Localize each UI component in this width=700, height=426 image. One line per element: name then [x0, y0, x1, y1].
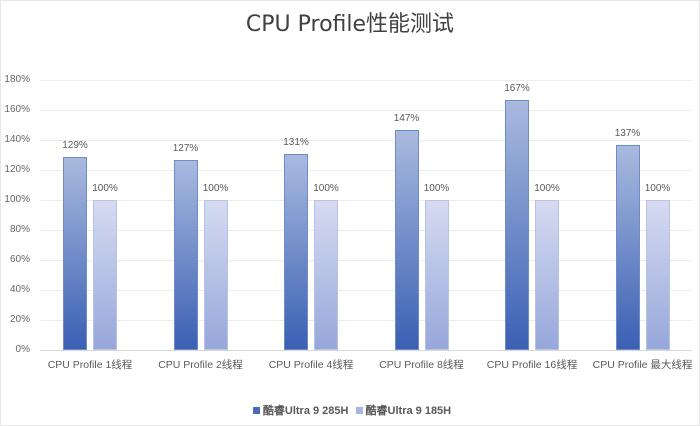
x-category-label: CPU Profile 最大线程	[592, 359, 693, 371]
gridline	[40, 110, 692, 111]
data-label: 147%	[393, 112, 420, 124]
data-label: 137%	[614, 127, 641, 139]
y-tick-label: 160%	[4, 104, 30, 115]
gridline	[40, 80, 692, 81]
y-tick-label: 120%	[4, 164, 30, 175]
data-label: 100%	[92, 183, 118, 194]
bar-285h	[394, 129, 419, 350]
data-label: 100%	[313, 183, 339, 194]
gridline	[40, 140, 692, 141]
data-label: 100%	[534, 183, 560, 194]
data-label: 100%	[423, 183, 450, 194]
legend-swatch-185h	[355, 407, 363, 414]
y-tick-label: 80%	[9, 224, 30, 235]
y-tick-label: 20%	[9, 314, 30, 325]
gridline	[40, 230, 692, 231]
bar-285h	[173, 159, 198, 350]
y-tick-label: 180%	[4, 74, 30, 85]
y-tick-label: 140%	[4, 134, 30, 145]
x-category-label: CPU Profile 2线程	[158, 359, 243, 371]
gridline	[40, 200, 692, 201]
x-category-label: CPU Profile 4线程	[268, 359, 354, 371]
legend-swatch-285h	[252, 407, 260, 414]
y-tick-label: 40%	[9, 284, 30, 295]
y-tick-label: 100%	[4, 194, 30, 205]
gridline	[40, 290, 692, 291]
bar-285h	[615, 144, 640, 350]
bar-285h	[284, 153, 308, 350]
gridline	[40, 350, 692, 351]
x-category-label: CPU Profile 8线程	[379, 359, 464, 371]
legend-label-285h: 酷睿Ultra 9 285H	[262, 405, 349, 417]
data-label: 127%	[172, 142, 199, 154]
chart-title: CPU Profile性能测试	[245, 12, 455, 37]
x-category-label: CPU Profile 1线程	[47, 359, 133, 371]
bar-185h	[93, 200, 117, 350]
x-category-label: CPU Profile 16线程	[486, 359, 578, 371]
data-label: 100%	[644, 183, 671, 194]
bar-185h	[535, 200, 559, 350]
gridline	[40, 170, 692, 171]
y-tick-label: 0%	[15, 344, 30, 355]
bar-285h	[505, 99, 529, 350]
data-label: 100%	[202, 183, 229, 194]
bar-285h	[63, 156, 87, 350]
data-label: 167%	[504, 82, 530, 94]
bar-185h	[314, 200, 338, 350]
legend-label-185h: 酷睿Ultra 9 185H	[365, 405, 452, 417]
bar-185h	[424, 200, 449, 350]
gridline	[40, 260, 692, 261]
gridline	[40, 320, 692, 321]
y-tick-label: 60%	[9, 254, 30, 265]
data-label: 131%	[283, 136, 309, 148]
bar-185h	[645, 200, 670, 350]
bar-185h	[203, 200, 228, 350]
data-label: 129%	[62, 139, 88, 151]
legend: 酷睿Ultra 9 285H 酷睿Ultra 9 185H	[0, 402, 700, 418]
